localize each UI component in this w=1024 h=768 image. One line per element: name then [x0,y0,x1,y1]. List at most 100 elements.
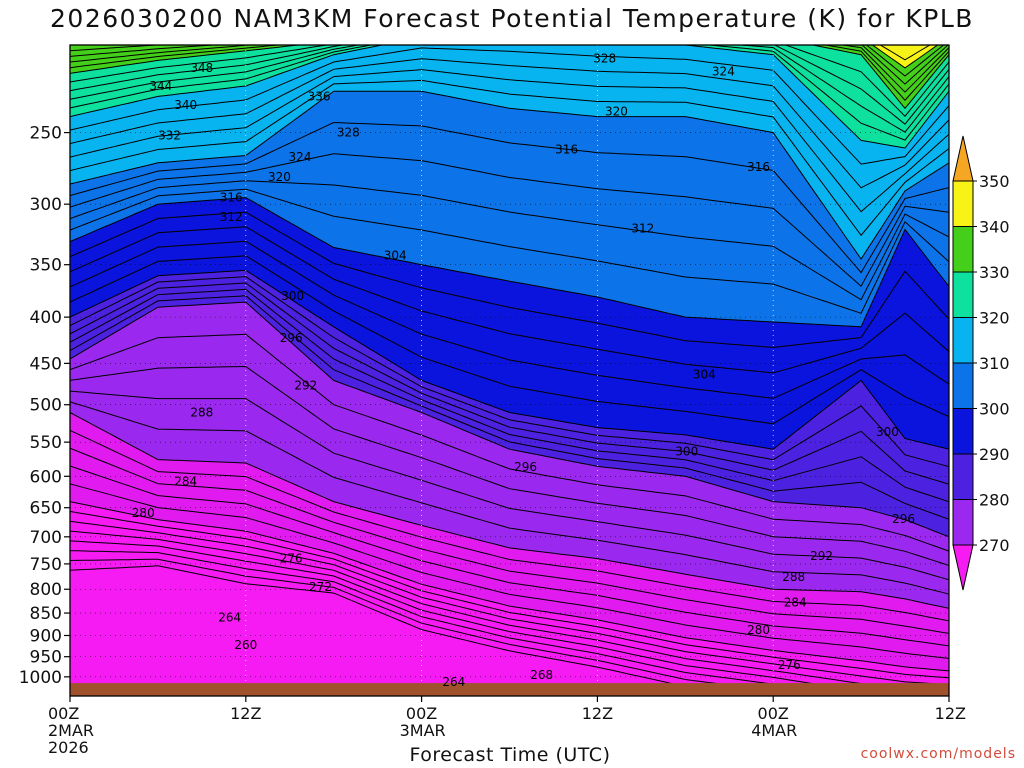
contour-label-344: 344 [149,79,172,93]
y-tick-label-500: 500 [30,396,62,416]
contour-line-326 [70,58,949,189]
contour-label-328: 328 [337,126,360,140]
contour-line-258 [70,558,805,696]
contour-line-338 [70,45,949,117]
colorbar-band-320 [952,317,974,364]
contour-line-272 [70,483,949,659]
contour-label-320: 320 [268,170,291,184]
contour-label-276: 276 [778,658,801,672]
colorbar-band-290 [952,453,974,500]
y-tick-label-300: 300 [30,195,62,215]
contour-label-280: 280 [747,623,770,637]
colorbar-band-330 [952,271,974,318]
y-tick-label-550: 550 [30,433,62,453]
y-tick-label-800: 800 [30,580,62,600]
y-tick-label-600: 600 [30,467,62,487]
x-tick-label-12-0: 12Z [230,704,261,723]
contour-label-324: 324 [712,65,735,79]
contour-line-290 [70,301,949,538]
contour-label-332: 332 [158,129,181,143]
contour-label-304: 304 [693,368,716,382]
y-tick-label-850: 850 [30,604,62,624]
x-tick-label-24-1: 3MAR [400,721,446,740]
contour-fill-layer [70,45,949,696]
contour-label-280: 280 [132,506,155,520]
contour-label-304: 304 [384,249,407,263]
contour-line-318 [70,121,949,274]
y-tick-label-750: 750 [30,555,62,575]
x-tick-label-0-2: 2026 [48,738,89,757]
contour-line-262 [70,540,903,696]
contour-label-324: 324 [289,150,312,164]
contour-label-296: 296 [514,460,537,474]
contour-label-328: 328 [593,52,616,66]
contour-label-264: 264 [442,675,465,689]
y-tick-label-400: 400 [30,308,62,328]
contour-line-276 [70,447,949,634]
colorbar-band-300 [952,408,974,455]
colorbar-label-300: 300 [979,400,1010,419]
contour-line-304 [70,240,949,399]
contour-line-294 [70,288,949,503]
y-tick-label-350: 350 [30,256,62,276]
contour-label-272: 272 [309,580,332,594]
y-tick-label-450: 450 [30,354,62,374]
contour-label-288: 288 [782,570,805,584]
contour-label-320: 320 [605,105,628,119]
contour-label-312: 312 [220,210,243,224]
contour-line-308 [70,211,949,348]
colorbar-label-320: 320 [979,309,1010,328]
contour-line-298 [70,276,949,468]
contour-label-264: 264 [218,611,241,625]
contour-line-332 [70,45,949,141]
x-tick-label-24-0: 00Z [406,704,437,723]
contour-line-306 [70,226,949,374]
colorbar-arrow-bottom [952,544,974,591]
contour-line-330 [70,45,949,149]
colorbar: 350 340 330 320 310 300 290 280 270 [952,135,1010,591]
contour-line-274 [70,465,949,647]
y-tick-label-650: 650 [30,499,62,519]
plot-frame [69,44,950,697]
contour-label-316: 316 [555,143,578,157]
contour-line-336 [70,45,949,125]
colorbar-label-280: 280 [979,491,1010,510]
contour-line-316 [70,153,949,287]
contour-line-280 [70,412,949,609]
contour-label-292: 292 [810,549,833,563]
colorbar-label-270: 270 [979,536,1010,555]
colorbar-label-350: 350 [979,172,1010,191]
contour-label-340: 340 [174,98,197,112]
ground-surface [70,683,949,696]
colorbar-arrow-top [952,135,974,182]
contour-line-310 [70,197,949,328]
x-axis-title: Forecast Time (UTC) [409,744,611,766]
contour-label-268: 268 [530,668,553,682]
contour-line-322 [70,79,949,237]
chart-title: 2026030200 NAM3KM Forecast Potential Tem… [50,4,974,33]
contour-label-284: 284 [784,596,807,610]
contour-label-284: 284 [174,475,197,489]
contour-line-296 [70,282,949,485]
contour-line-340 [70,45,949,110]
contour-label-312: 312 [631,221,654,235]
x-tick-label-48-0: 00Z [758,704,789,723]
contour-line-286 [70,365,949,566]
x-tick-label-36-0: 12Z [582,704,613,723]
contour-label-260: 260 [234,638,257,652]
contour-line-302 [70,255,949,425]
contour-line-288 [70,333,949,552]
contour-label-300: 300 [876,425,899,439]
x-tick-label-60-0: 12Z [935,704,966,723]
contour-line-334 [70,45,949,133]
contour-label-288: 288 [190,405,213,419]
y-tick-label-1000: 1000 [19,668,62,688]
y-tick-label-900: 900 [30,626,62,646]
contour-line-278 [70,429,949,622]
contour-line-328 [70,47,949,165]
contour-line-292 [70,295,949,520]
colorbar-band-340 [952,226,974,273]
y-tick-label-700: 700 [30,528,62,548]
